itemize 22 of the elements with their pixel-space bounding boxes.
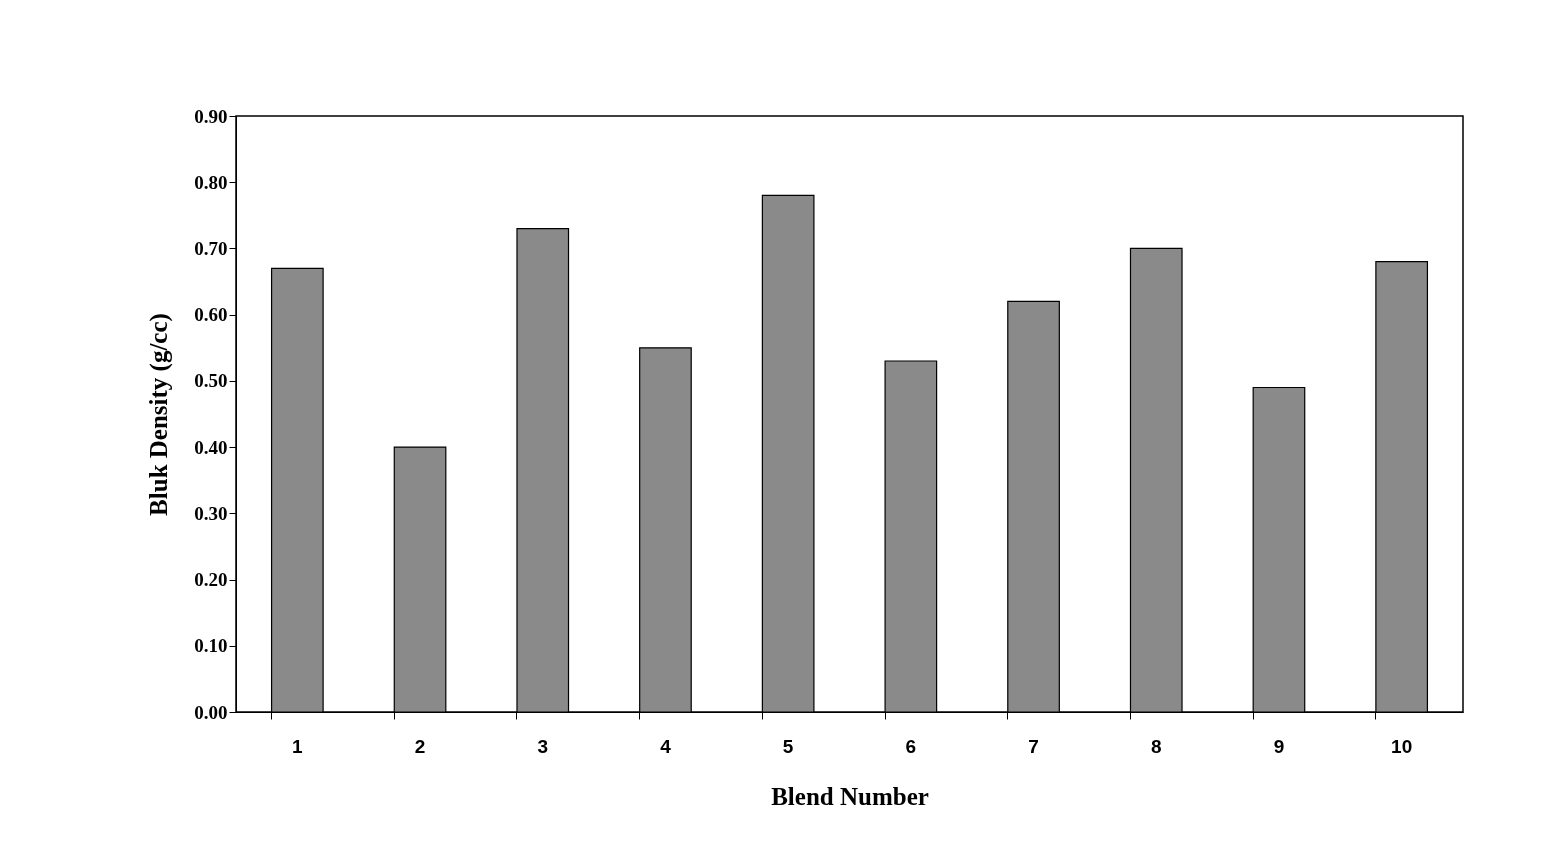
y-tick-label: 0.20 [194, 569, 228, 591]
x-tick-label: 9 [1273, 735, 1285, 757]
y-tick-label: 0.40 [194, 436, 228, 458]
y-axis-title: Bluk Density (g/cc) [145, 313, 174, 516]
x-tick-label: 4 [660, 735, 672, 757]
y-tick-label: 0.70 [194, 237, 228, 259]
y-tick-label: 0.90 [194, 105, 228, 127]
x-tick-label: 10 [1391, 735, 1413, 757]
x-tick-label: 8 [1150, 735, 1162, 757]
y-tick-label: 0.50 [194, 370, 228, 392]
y-tick-label: 0.00 [194, 701, 228, 723]
x-tick-label: 7 [1028, 735, 1039, 757]
x-axis-title: Blend Number [771, 782, 929, 810]
x-tick-label: 3 [537, 735, 549, 757]
y-tick-label: 0.30 [194, 502, 228, 524]
y-tick-label: 0.80 [194, 171, 228, 193]
x-tick-label: 5 [782, 735, 794, 757]
x-tick-label: 2 [414, 735, 426, 757]
y-tick-label: 0.60 [194, 304, 228, 326]
x-tick-label: 6 [905, 735, 917, 757]
y-tick-label: 0.10 [194, 635, 228, 657]
x-tick-label: 1 [292, 735, 304, 757]
